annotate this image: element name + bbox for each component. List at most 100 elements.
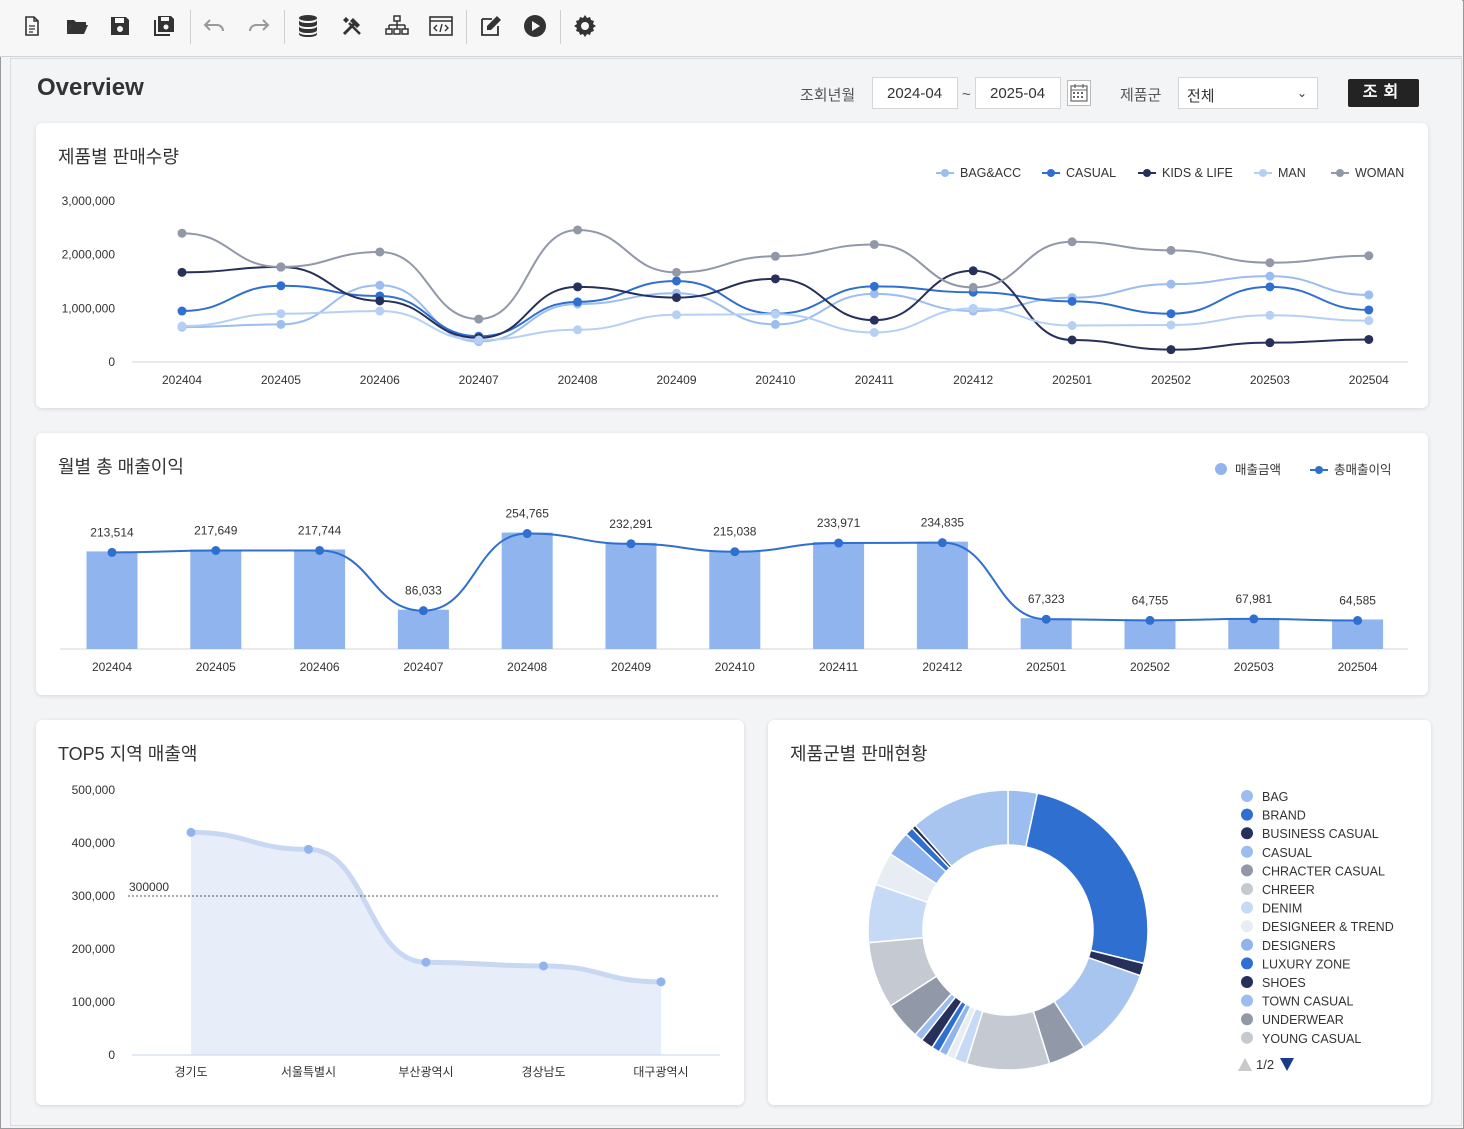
legend-marker [1215, 463, 1227, 475]
revenue-bar [397, 609, 449, 649]
legend-marker [1241, 920, 1253, 933]
data-point [1265, 310, 1275, 320]
pager-up-icon [1238, 1058, 1252, 1071]
date-from-input[interactable]: 2024-04 [872, 77, 958, 109]
data-point [1067, 321, 1077, 331]
legend-marker [1241, 957, 1253, 970]
data-point [1265, 271, 1275, 281]
revenue-bar [605, 542, 657, 649]
data-label: 217,649 [194, 524, 238, 538]
revenue-bar [709, 550, 761, 649]
data-point [770, 251, 780, 261]
y-tick-label: 0 [108, 355, 115, 369]
data-point [573, 297, 583, 307]
data-label: 213,514 [90, 525, 134, 539]
data-label: 67,323 [1028, 592, 1065, 606]
data-point [869, 281, 879, 291]
data-label: 64,755 [1132, 593, 1169, 607]
x-tick-label: 202501 [1026, 660, 1066, 674]
calendar-icon[interactable] [1067, 80, 1091, 106]
legend-marker [1047, 169, 1055, 177]
data-label: 215,038 [713, 525, 757, 539]
data-point [672, 310, 681, 320]
redo-icon[interactable] [245, 12, 273, 40]
data-point [1265, 282, 1275, 292]
legend-label: BAG&ACC [960, 166, 1021, 180]
x-tick-label: 경기도 [174, 1065, 207, 1079]
search-button[interactable]: 조회 [1348, 79, 1419, 107]
database-icon[interactable] [294, 12, 322, 40]
x-tick-label: 202412 [922, 660, 962, 674]
legend-marker [1241, 994, 1253, 1007]
data-point [770, 274, 780, 284]
data-point [968, 282, 978, 292]
data-point [375, 306, 385, 316]
x-tick-label: 202405 [196, 660, 236, 674]
legend-marker [1241, 1031, 1253, 1044]
data-point [770, 319, 780, 329]
profit-point [1353, 615, 1363, 625]
data-point [1166, 320, 1176, 330]
legend-label: DESIGNERS [1262, 939, 1336, 953]
x-tick-label: 202408 [558, 373, 598, 387]
data-point [1364, 290, 1374, 300]
legend-marker [941, 169, 949, 177]
y-tick-label: 2,000,000 [62, 248, 116, 262]
save-icon[interactable] [106, 12, 134, 40]
x-tick-label: 202411 [819, 660, 858, 674]
x-tick-label: 202504 [1349, 373, 1389, 387]
data-point [770, 309, 780, 319]
monthly-profit-card: 월별 총 매출이익 213,514 217,649 217,744 86,033 254… [36, 433, 1428, 695]
data-point [474, 314, 484, 324]
profit-point [626, 539, 636, 549]
pager-label: 1/2 [1256, 1057, 1274, 1072]
data-point [672, 293, 681, 303]
product-group-select[interactable]: 전체 ⌄ [1178, 77, 1318, 109]
hierarchy-icon[interactable] [383, 12, 411, 40]
legend-label: CHREER [1262, 883, 1315, 897]
product-group-value: 전체 [1187, 88, 1215, 105]
legend-marker [1143, 169, 1151, 177]
x-tick-label: 202407 [403, 660, 443, 674]
play-icon[interactable] [521, 12, 549, 40]
data-point [276, 319, 286, 329]
legend-label: UNDERWEAR [1262, 1013, 1344, 1027]
save-all-icon[interactable] [150, 12, 178, 40]
new-document-icon[interactable] [18, 12, 46, 40]
settings-icon[interactable] [571, 12, 599, 40]
data-point [968, 266, 978, 276]
card-title: 월별 총 매출이익 [58, 457, 184, 477]
data-point [177, 228, 187, 238]
data-point [177, 306, 187, 316]
legend-label: CASUAL [1066, 166, 1116, 180]
legend-marker [1241, 938, 1253, 951]
tools-icon[interactable] [338, 12, 366, 40]
x-tick-label: 202503 [1250, 373, 1290, 387]
legend-label: WOMAN [1355, 166, 1404, 180]
legend-marker [1241, 845, 1253, 858]
edit-icon[interactable] [477, 12, 505, 40]
undo-icon[interactable] [200, 12, 228, 40]
data-label: 67,981 [1235, 592, 1272, 606]
x-tick-label: 202411 [855, 373, 894, 387]
x-tick-label: 202406 [300, 660, 340, 674]
data-point [869, 239, 879, 249]
data-point [1364, 316, 1374, 326]
data-point [1364, 305, 1374, 315]
data-point [1067, 237, 1077, 247]
data-label: 86,033 [405, 584, 442, 598]
series-line [181, 275, 1369, 343]
open-folder-icon[interactable] [63, 12, 91, 40]
data-point [1166, 309, 1176, 319]
code-window-icon[interactable] [427, 12, 455, 40]
y-tick-label: 500,000 [72, 783, 116, 797]
profit-point [211, 546, 221, 556]
x-tick-label: 202404 [162, 373, 202, 387]
date-to-input[interactable]: 2025-04 [975, 77, 1061, 109]
toolbar [0, 0, 1462, 57]
data-point [1364, 334, 1374, 344]
legend-marker [1259, 169, 1267, 177]
data-point [375, 247, 385, 257]
x-tick-label: 202412 [953, 373, 993, 387]
x-tick-label: 202504 [1338, 660, 1378, 674]
